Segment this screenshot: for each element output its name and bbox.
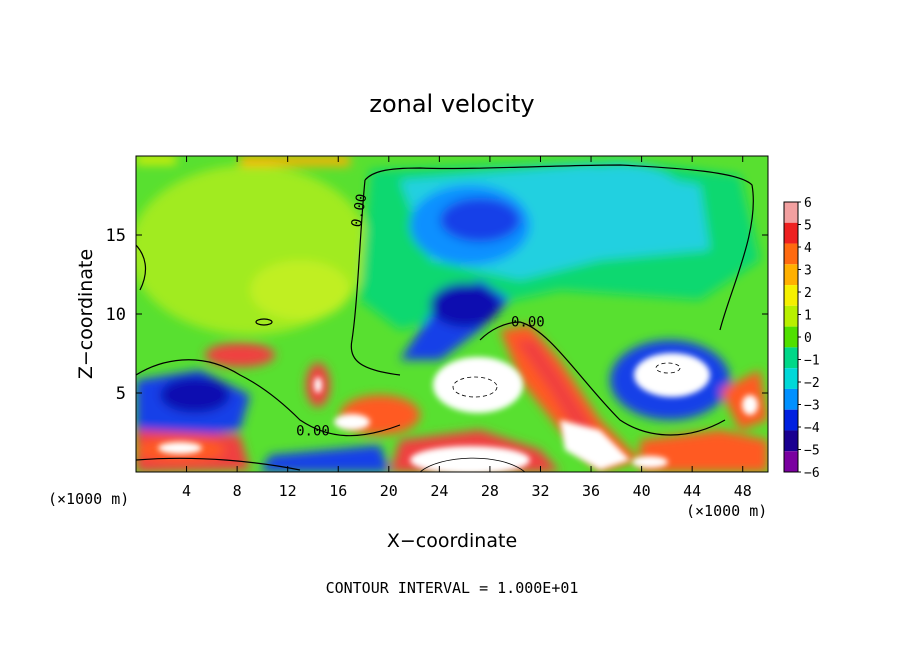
velocity-field (136, 156, 768, 472)
colorbar-label: 1 (804, 309, 812, 324)
colorbar-label: −1 (804, 354, 820, 369)
colorbar-label: −3 (804, 399, 820, 414)
colorbar-swatch (784, 347, 798, 369)
colorbar-label: 3 (804, 264, 812, 279)
x-tick-label: 48 (734, 482, 752, 500)
colorbar-label: 5 (804, 219, 812, 234)
colorbar-swatch (784, 264, 798, 286)
colorbar-swatch (784, 326, 798, 348)
x-unit-right: (×1000 m) (686, 502, 767, 520)
contour-interval-footer: CONTOUR INTERVAL = 1.000E+01 (326, 579, 579, 597)
colorbar-label: 2 (804, 286, 812, 301)
x-tick-label: 4 (182, 482, 191, 500)
colorbar-swatch (784, 409, 798, 431)
colorbar-label: 4 (804, 241, 812, 256)
y-tick-label: 5 (116, 384, 126, 404)
contour-label: 0.00 (296, 424, 330, 440)
y-axis: 5 10 15 (106, 226, 768, 404)
colorbar-label: 0 (804, 331, 812, 346)
y-tick-label: 15 (106, 226, 126, 246)
x-tick-label: 12 (279, 482, 297, 500)
colorbar-swatch (784, 202, 798, 223)
x-tick-label: 24 (430, 482, 448, 500)
y-tick-label: 10 (106, 305, 126, 325)
colorbar-swatch (784, 222, 798, 244)
colorbar-swatch (784, 451, 798, 472)
colorbar-swatch (784, 285, 798, 306)
x-tick-label: 16 (329, 482, 347, 500)
colorbar-label: −4 (804, 421, 820, 436)
x-tick-label: 44 (683, 482, 701, 500)
colorbar-label: −5 (804, 444, 820, 459)
x-tick-label: 20 (380, 482, 398, 500)
colorbar-swatch (784, 243, 798, 265)
x-tick-label: 8 (233, 482, 242, 500)
chart-title: zonal velocity (369, 90, 534, 118)
contour-label: 0.00 (511, 315, 545, 331)
colorbar-swatch (784, 388, 798, 410)
colorbar: 6 5 4 3 2 1 0 −1 −2 −3 −4 −5 −6 (783, 196, 820, 481)
colorbar-label: −2 (804, 376, 820, 391)
x-tick-label: 36 (582, 482, 600, 500)
colorbar-label: −6 (804, 466, 820, 481)
colorbar-swatch (784, 368, 798, 389)
x-axis: 4 8 12 16 20 24 28 32 36 40 44 48 (182, 156, 752, 500)
contour-label: 0.00 (349, 193, 371, 229)
contour-labels: 0.00 0.00 0.00 (296, 193, 545, 440)
x-axis-label: X−coordinate (387, 530, 517, 552)
x-tick-label: 28 (481, 482, 499, 500)
x-unit-left: (×1000 m) (48, 490, 129, 508)
x-tick-label: 40 (633, 482, 651, 500)
x-tick-label: 32 (531, 482, 549, 500)
colorbar-swatch (784, 305, 798, 327)
colorbar-label: 6 (804, 196, 812, 211)
y-axis-label: Z−coordinate (75, 249, 97, 379)
colorbar-swatch (784, 430, 798, 452)
